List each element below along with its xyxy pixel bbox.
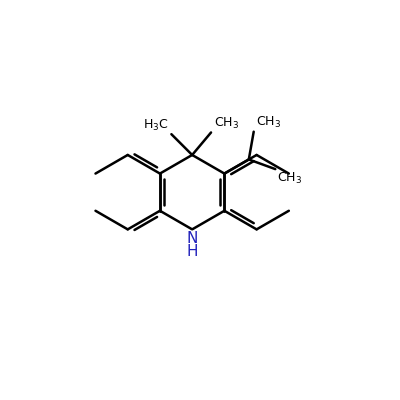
Text: CH$_3$: CH$_3$ [214,116,239,131]
Text: CH$_3$: CH$_3$ [256,115,281,130]
Text: CH$_3$: CH$_3$ [277,171,302,186]
Text: H: H [186,244,198,259]
Text: H$_3$C: H$_3$C [143,118,168,133]
Text: N: N [186,231,198,246]
